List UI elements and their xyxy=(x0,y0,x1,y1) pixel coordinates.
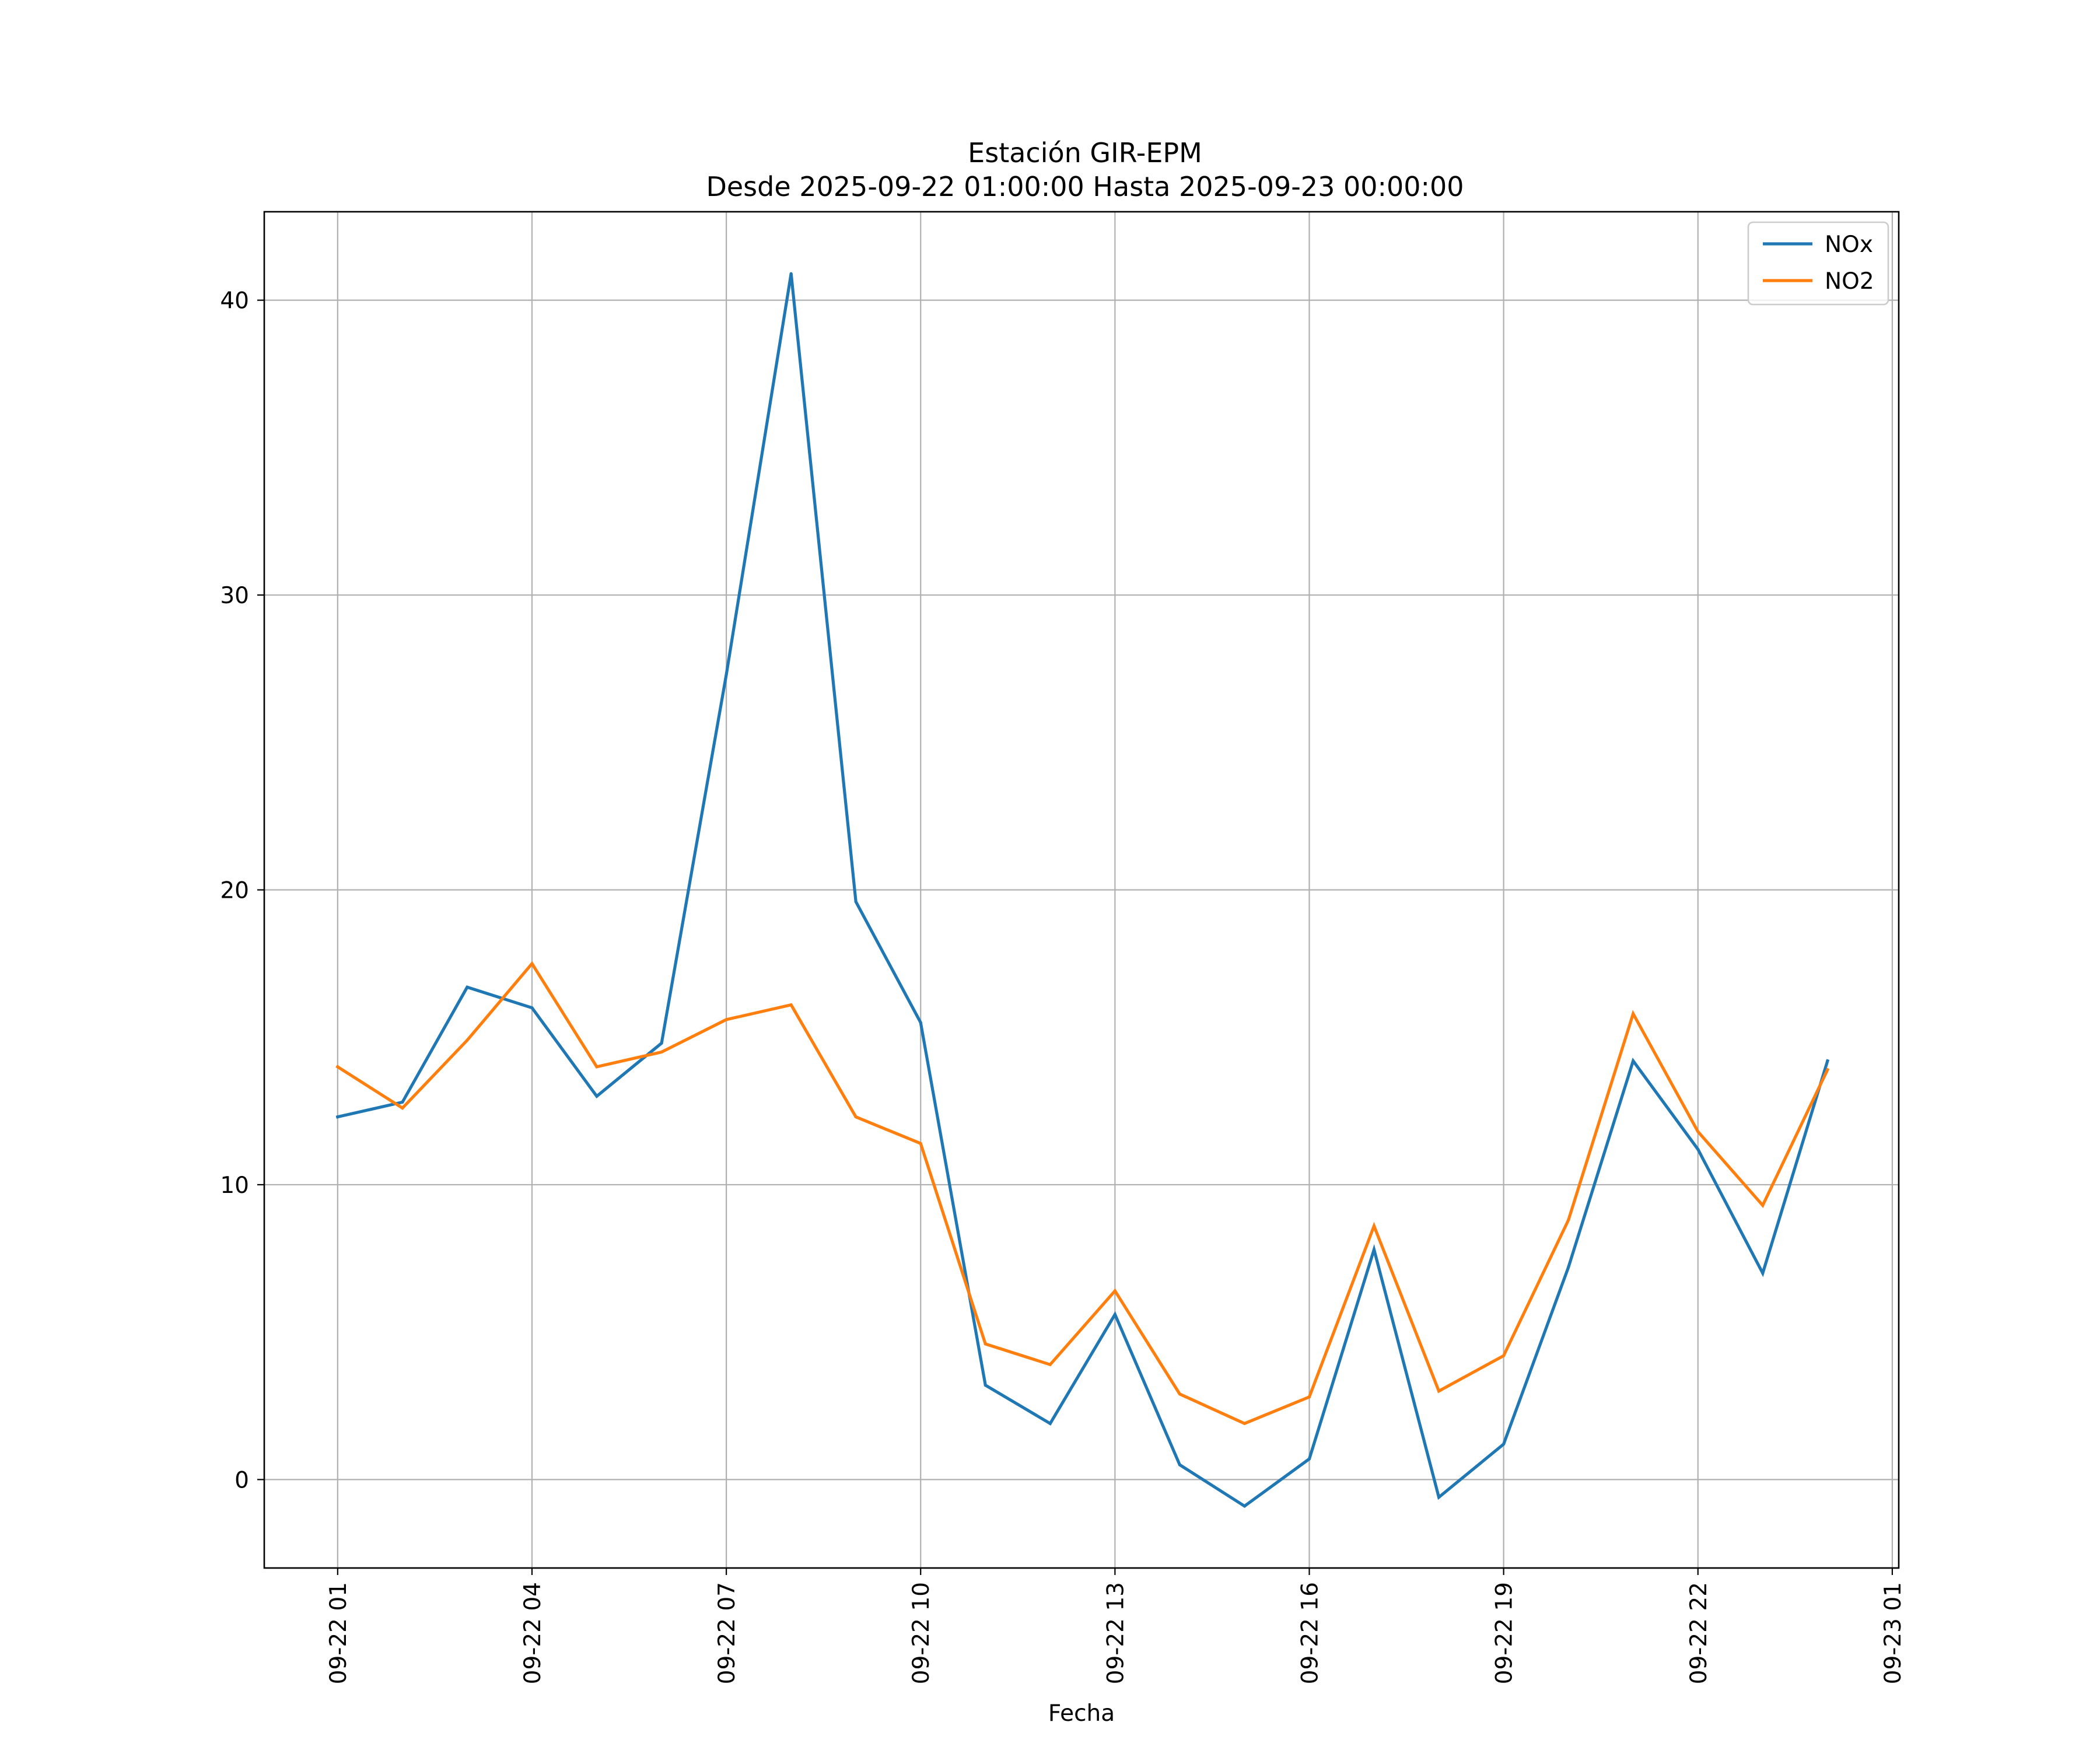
data-point xyxy=(789,272,793,275)
data-point xyxy=(1502,1443,1506,1446)
data-point xyxy=(1242,1504,1247,1508)
data-point xyxy=(336,1065,340,1069)
data-point xyxy=(1178,1392,1182,1396)
chart-subtitle: Desde 2025-09-22 01:00:00 Hasta 2025-09-… xyxy=(706,171,1464,202)
data-point xyxy=(1372,1224,1376,1228)
chart-title: Estación GIR-EPM xyxy=(968,137,1202,169)
x-tick-label: 09-22 07 xyxy=(714,1582,740,1684)
data-point xyxy=(1696,1130,1700,1133)
data-point xyxy=(1502,1354,1506,1357)
data-point xyxy=(466,1038,469,1042)
y-axis: 0 10 20 30 40 xyxy=(220,288,264,1493)
data-point xyxy=(660,1041,663,1045)
data-point xyxy=(984,1384,987,1387)
data-point xyxy=(1826,1068,1829,1072)
data-point xyxy=(1696,1147,1700,1151)
x-tick-label: 09-22 19 xyxy=(1492,1582,1518,1684)
legend: NOx NO2 xyxy=(1747,221,1889,306)
grid-lines xyxy=(264,212,1899,1568)
x-axis: 09-22 01 09-22 04 09-22 07 09-22 10 09-22 13… xyxy=(326,1568,1906,1684)
data-point xyxy=(595,1065,598,1069)
data-point xyxy=(401,1100,404,1104)
data-point xyxy=(1178,1463,1182,1466)
data-point xyxy=(984,1342,987,1346)
data-point xyxy=(1826,1059,1829,1063)
data-point xyxy=(1567,1218,1570,1222)
data-point xyxy=(595,1094,598,1098)
data-point xyxy=(1437,1496,1441,1499)
data-point xyxy=(1567,1265,1570,1269)
x-axis-label: Fecha xyxy=(1048,1700,1115,1727)
data-point xyxy=(1632,1059,1635,1063)
x-tick-label: 09-22 16 xyxy=(1297,1582,1324,1684)
data-point xyxy=(724,1018,728,1021)
data-point xyxy=(854,1115,858,1119)
y-tick-label: 40 xyxy=(220,288,249,314)
legend-label-nox: NOx xyxy=(1825,232,1873,258)
data-point xyxy=(919,1021,922,1024)
x-tick-label: 09-22 13 xyxy=(1102,1582,1129,1684)
x-tick-label: 09-23 01 xyxy=(1880,1582,1906,1684)
data-point xyxy=(401,1106,404,1110)
data-point xyxy=(1242,1422,1247,1425)
y-tick-label: 20 xyxy=(220,878,249,904)
data-point xyxy=(660,1050,663,1054)
data-point xyxy=(919,1142,922,1145)
data-point xyxy=(1113,1289,1116,1293)
y-tick-label: 10 xyxy=(220,1172,249,1199)
data-point xyxy=(1307,1395,1311,1399)
x-tick-label: 09-22 22 xyxy=(1686,1582,1712,1684)
y-tick-label: 30 xyxy=(220,583,249,609)
data-point xyxy=(1761,1271,1765,1275)
data-point xyxy=(724,673,728,677)
data-point xyxy=(1437,1390,1441,1393)
x-tick-label: 09-22 10 xyxy=(908,1582,935,1684)
data-point xyxy=(1307,1457,1311,1461)
data-point xyxy=(1048,1422,1052,1425)
legend-label-no2: NO2 xyxy=(1825,268,1874,295)
x-tick-label: 09-22 01 xyxy=(326,1582,352,1684)
data-point xyxy=(1113,1312,1116,1316)
data-point xyxy=(466,985,469,989)
data-point xyxy=(530,1006,534,1010)
y-tick-label: 0 xyxy=(235,1467,249,1493)
series-no2 xyxy=(335,961,1830,1426)
data-point xyxy=(336,1115,340,1119)
data-point xyxy=(854,900,858,904)
x-tick-label: 09-22 04 xyxy=(520,1582,546,1684)
series-nox xyxy=(335,272,1830,1508)
series-line-nox xyxy=(335,273,1830,1508)
data-point xyxy=(1761,1203,1765,1207)
data-point xyxy=(789,1003,793,1007)
data-point xyxy=(1632,1012,1635,1016)
legend-items: NOx NO2 xyxy=(1763,232,1874,295)
data-point xyxy=(530,962,534,965)
data-point xyxy=(1372,1248,1376,1251)
series-lines xyxy=(335,272,1830,1508)
series-line-no2 xyxy=(335,961,1830,1426)
data-point xyxy=(1048,1363,1052,1366)
